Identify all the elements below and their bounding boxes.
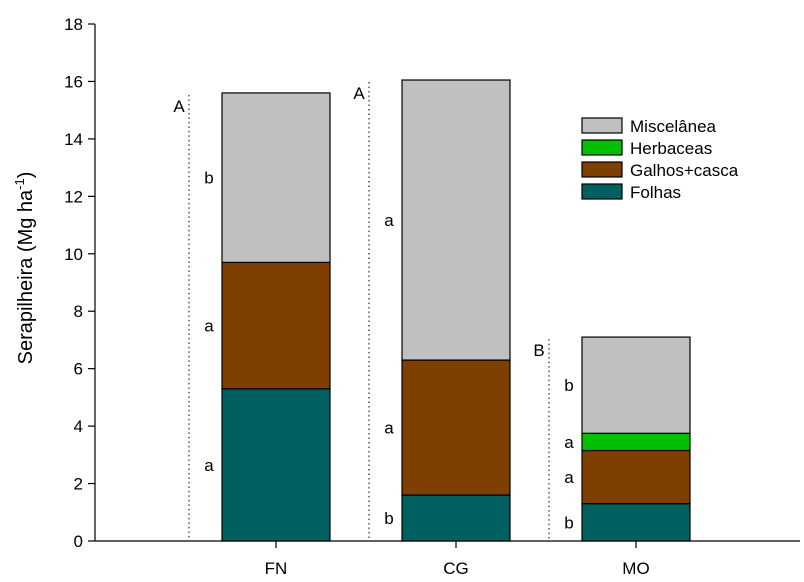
group-letter: A: [173, 97, 185, 116]
y-tick-label: 8: [74, 302, 83, 321]
x-axis: FN CG MO: [95, 540, 800, 578]
bar-segment: [221, 92, 331, 263]
y-tick-label: 10: [64, 245, 83, 264]
segment-letter: a: [204, 456, 214, 475]
y-tick-label: 12: [64, 187, 83, 206]
group-letter: A: [353, 84, 365, 103]
y-tick-label: 2: [74, 475, 83, 494]
segment-letter: b: [204, 169, 213, 188]
segment-letter: b: [564, 513, 573, 532]
bar-segment: [221, 261, 331, 390]
y-tick-label: 6: [74, 360, 83, 379]
bar-segment: [401, 79, 511, 361]
segment-letter: b: [564, 376, 573, 395]
bar-segment: [401, 359, 511, 496]
bars: [221, 79, 691, 542]
legend-swatch: [581, 183, 623, 200]
segment-letter: a: [384, 419, 394, 438]
segment-letter: a: [204, 317, 214, 336]
y-tick-label: 0: [74, 532, 83, 551]
legend-label: Folhas: [630, 183, 681, 202]
segment-letter: b: [384, 509, 393, 528]
y-tick-label: 18: [64, 15, 83, 34]
y-axis-label: Serapilheira (Mg ha-1): [12, 172, 37, 365]
legend-swatch: [581, 161, 623, 178]
y-tick-label: 4: [74, 417, 83, 436]
y-tick-label: 16: [64, 72, 83, 91]
segment-letter: a: [384, 211, 394, 230]
bar-segment: [581, 503, 691, 542]
legend-label: Herbaceas: [630, 139, 712, 158]
x-tick-label: FN: [265, 559, 288, 577]
legend-label: Galhos+casca: [630, 161, 739, 180]
legend-swatch: [581, 139, 623, 156]
segment-letter: a: [564, 433, 574, 452]
bar-segment: [221, 388, 331, 542]
legend: Miscelânea Herbaceas Galhos+casca Folhas: [581, 117, 739, 202]
legend-label: Miscelânea: [630, 117, 717, 136]
legend-swatch: [581, 117, 623, 134]
bar-segment: [581, 432, 691, 452]
x-tick-label: CG: [443, 559, 469, 577]
bar-segment: [581, 336, 691, 434]
bar-segment: [581, 449, 691, 505]
bar-segment: [401, 494, 511, 542]
y-axis: 0 2 4 6 8 10 12 14 16 18: [64, 15, 96, 551]
x-tick-label: MO: [622, 559, 649, 577]
y-tick-label: 14: [64, 130, 83, 149]
segment-letter: a: [564, 468, 574, 487]
group-letter: B: [533, 341, 544, 360]
